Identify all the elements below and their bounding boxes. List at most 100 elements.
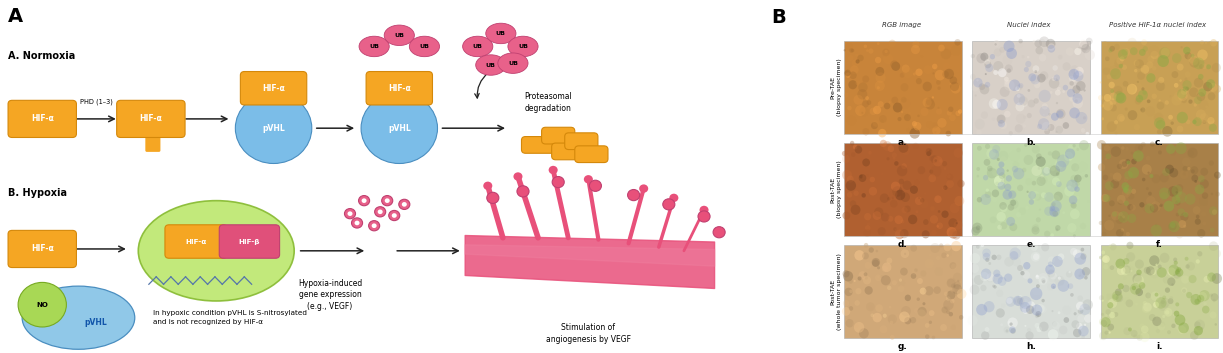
Circle shape: [1121, 161, 1128, 167]
Circle shape: [1027, 100, 1035, 107]
Circle shape: [889, 101, 890, 103]
Circle shape: [1107, 302, 1113, 309]
Circle shape: [928, 254, 932, 256]
Circle shape: [1084, 324, 1086, 326]
Circle shape: [1074, 312, 1076, 315]
Circle shape: [1124, 191, 1126, 195]
Circle shape: [1207, 117, 1214, 125]
Circle shape: [1068, 223, 1076, 233]
Circle shape: [953, 231, 960, 240]
Circle shape: [1058, 253, 1064, 260]
Circle shape: [1077, 295, 1084, 301]
Circle shape: [987, 273, 994, 281]
Circle shape: [992, 285, 996, 288]
Circle shape: [983, 301, 994, 312]
Circle shape: [1125, 147, 1129, 151]
Circle shape: [1114, 44, 1120, 50]
Circle shape: [950, 325, 956, 330]
Circle shape: [1173, 270, 1181, 279]
Circle shape: [996, 182, 999, 185]
Circle shape: [1054, 160, 1064, 169]
Circle shape: [1135, 59, 1144, 68]
Circle shape: [1084, 302, 1088, 307]
Text: UB: UB: [519, 44, 528, 49]
Circle shape: [1137, 336, 1140, 339]
Circle shape: [1112, 75, 1115, 78]
Circle shape: [1036, 311, 1041, 317]
Circle shape: [1003, 327, 1010, 334]
Circle shape: [1175, 184, 1184, 192]
Circle shape: [1032, 225, 1040, 232]
Circle shape: [862, 101, 868, 107]
Circle shape: [1115, 294, 1123, 302]
Circle shape: [1073, 77, 1076, 82]
Circle shape: [1173, 221, 1175, 224]
Circle shape: [1172, 324, 1175, 328]
Circle shape: [981, 53, 988, 61]
Circle shape: [998, 68, 1007, 77]
Circle shape: [1168, 150, 1170, 152]
Circle shape: [1085, 174, 1088, 178]
Circle shape: [985, 82, 991, 88]
Text: d.: d.: [898, 240, 907, 249]
Circle shape: [1104, 181, 1114, 190]
Circle shape: [895, 229, 904, 239]
Circle shape: [1114, 59, 1123, 68]
Circle shape: [1022, 306, 1030, 314]
Circle shape: [889, 306, 892, 309]
Circle shape: [1026, 191, 1029, 193]
Circle shape: [1021, 101, 1027, 107]
Circle shape: [1214, 172, 1221, 179]
Circle shape: [1027, 193, 1030, 195]
Circle shape: [1172, 185, 1183, 196]
Circle shape: [1018, 185, 1024, 191]
Circle shape: [1123, 285, 1130, 292]
Circle shape: [1009, 150, 1020, 161]
Circle shape: [1106, 56, 1109, 61]
Circle shape: [929, 215, 938, 224]
Circle shape: [954, 39, 961, 46]
Circle shape: [514, 172, 522, 181]
Circle shape: [235, 93, 312, 163]
Circle shape: [876, 72, 885, 83]
Circle shape: [1010, 200, 1016, 206]
Circle shape: [1201, 64, 1207, 69]
Circle shape: [1121, 65, 1128, 70]
Circle shape: [1009, 247, 1021, 259]
Circle shape: [910, 128, 920, 139]
Circle shape: [1180, 80, 1185, 86]
Circle shape: [1177, 89, 1186, 98]
Circle shape: [389, 210, 400, 221]
Circle shape: [876, 304, 883, 312]
Circle shape: [942, 252, 947, 258]
Circle shape: [893, 227, 896, 231]
Circle shape: [1049, 209, 1057, 216]
Circle shape: [1025, 206, 1029, 210]
Circle shape: [1195, 184, 1205, 195]
Circle shape: [1155, 293, 1158, 297]
Circle shape: [892, 152, 896, 158]
Text: UB: UB: [394, 33, 405, 38]
Text: h.: h.: [1026, 342, 1036, 351]
Circle shape: [1135, 186, 1139, 190]
Circle shape: [1197, 49, 1208, 60]
Circle shape: [955, 293, 958, 295]
Circle shape: [998, 151, 1009, 162]
Circle shape: [905, 295, 911, 301]
Circle shape: [1004, 79, 1009, 85]
Circle shape: [1115, 92, 1126, 103]
Circle shape: [1121, 182, 1129, 190]
Circle shape: [1123, 215, 1125, 218]
Circle shape: [928, 310, 934, 316]
Text: i.: i.: [1156, 342, 1163, 351]
Circle shape: [845, 319, 854, 328]
Circle shape: [1128, 328, 1132, 331]
Circle shape: [1082, 116, 1086, 120]
Ellipse shape: [360, 36, 389, 57]
Circle shape: [1170, 149, 1177, 155]
Circle shape: [1109, 98, 1117, 106]
Circle shape: [993, 285, 997, 289]
Circle shape: [1027, 89, 1030, 92]
Circle shape: [996, 308, 1005, 318]
Circle shape: [1022, 124, 1026, 128]
